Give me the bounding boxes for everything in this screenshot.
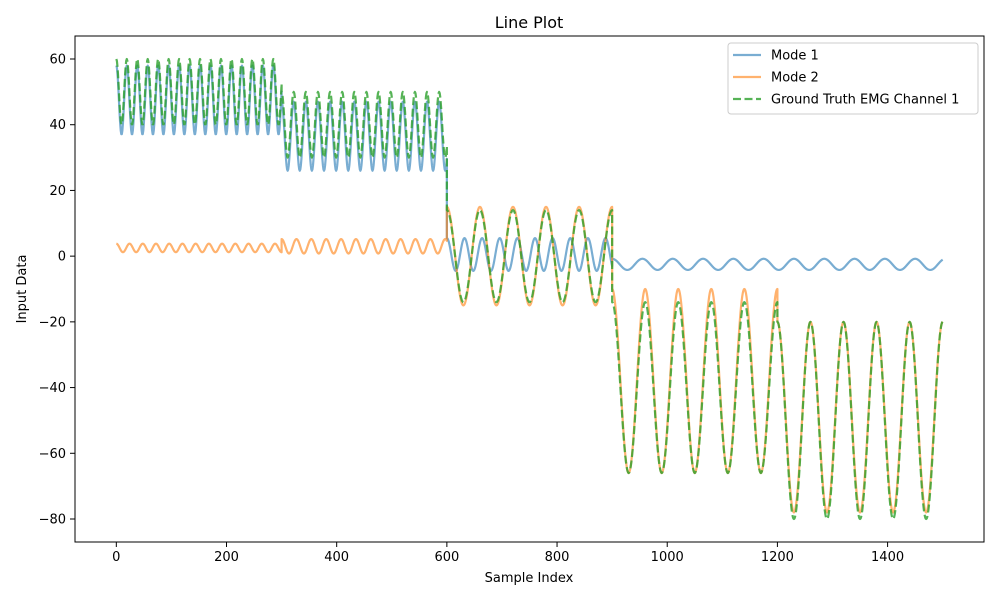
x-tick-label: 600 [434,550,459,565]
y-tick-label: −80 [39,513,66,528]
x-tick-label: 0 [112,550,120,565]
legend-label: Mode 2 [771,71,819,86]
x-tick-label: 400 [324,550,349,565]
legend-items: Mode 1 Mode 2 Ground Truth EMG Channel 1 [733,49,959,108]
x-axis: 0 200 400 600 800 1000 1200 1400 [112,542,904,565]
y-axis: −80 −60 −40 −20 0 20 40 60 [39,53,75,528]
y-tick-label: −20 [39,315,66,330]
x-tick-label: 1000 [651,550,684,565]
legend-box [727,42,979,115]
y-tick-label: −60 [39,447,66,462]
legend-label: Ground Truth EMG Channel 1 [771,93,959,108]
y-tick-label: −40 [39,381,66,396]
series-layer [115,57,944,521]
chart-title: Line Plot [495,13,564,32]
series-line-3 [115,57,944,521]
x-tick-label: 200 [214,550,239,565]
y-tick-label: 60 [49,53,66,68]
y-tick-label: 20 [49,184,66,199]
legend: Mode 1 Mode 2 Ground Truth EMG Channel 1 [727,42,979,115]
x-axis-label: Sample Index [485,571,574,586]
legend-label: Mode 1 [771,49,819,64]
series-line-2 [115,205,944,514]
x-tick-label: 800 [545,550,570,565]
x-tick-label: 1200 [761,550,794,565]
plot-area [74,35,985,543]
y-tick-label: 40 [49,118,66,133]
x-tick-label: 1400 [871,550,904,565]
y-tick-label: 0 [58,250,66,265]
plot-frame [74,35,985,543]
y-axis-label: Input Data [15,255,30,324]
